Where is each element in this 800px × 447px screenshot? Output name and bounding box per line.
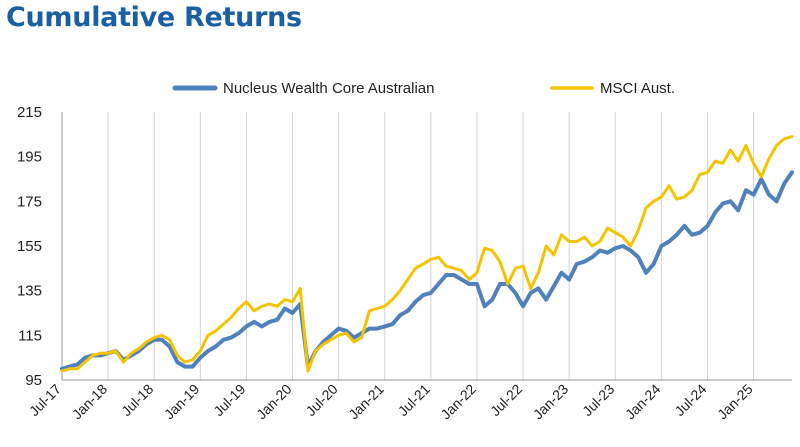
y-tick-label: 155 bbox=[17, 238, 42, 255]
y-tick-labels: 95 115 135 155 175 195 215 bbox=[17, 104, 42, 389]
y-tick-label: 215 bbox=[17, 104, 42, 121]
x-tick-label: Jan-22 bbox=[437, 381, 479, 423]
x-tick-label: Jul-22 bbox=[487, 381, 525, 419]
x-tick-label: Jan-21 bbox=[345, 381, 387, 423]
x-tick-label: Jul-21 bbox=[395, 381, 433, 419]
x-tick-label: Jan-24 bbox=[622, 381, 664, 423]
legend-nucleus-label: Nucleus Wealth Core Australian bbox=[223, 80, 435, 97]
x-tick-label: Jul-18 bbox=[118, 381, 156, 419]
axes bbox=[61, 112, 792, 381]
page-title: Cumulative Returns bbox=[6, 2, 302, 33]
gridlines bbox=[61, 112, 755, 380]
x-tick-label: Jan-23 bbox=[530, 381, 572, 423]
x-tick-label: Jul-20 bbox=[302, 381, 340, 419]
x-tick-label: Jul-19 bbox=[210, 381, 248, 419]
series-line-msci bbox=[60, 135, 794, 373]
x-tick-label: Jan-25 bbox=[714, 381, 756, 423]
x-tick-label: Jan-20 bbox=[253, 381, 295, 423]
x-tick-label: Jan-18 bbox=[69, 381, 111, 423]
y-tick-label: 175 bbox=[17, 193, 42, 210]
y-tick-label: 115 bbox=[18, 327, 42, 344]
y-tick-label: 135 bbox=[17, 283, 42, 300]
x-tick-labels: Jul-17 Jan-18 Jul-18 Jan-19 Jul-19 Jan-20 Jul-… bbox=[26, 381, 756, 423]
y-tick-label: 195 bbox=[17, 149, 42, 166]
legend: Nucleus Wealth Core Australian MSCI Aust. bbox=[172, 80, 675, 97]
legend-msci-label: MSCI Aust. bbox=[600, 80, 675, 97]
series-line-nucleus bbox=[60, 170, 794, 371]
x-tick-label: Jul-23 bbox=[579, 381, 617, 419]
y-tick-label: 95 bbox=[25, 372, 42, 389]
series-lines bbox=[60, 135, 794, 373]
x-tick-label: Jul-24 bbox=[671, 381, 709, 419]
x-tick-label: Jan-19 bbox=[161, 381, 203, 423]
